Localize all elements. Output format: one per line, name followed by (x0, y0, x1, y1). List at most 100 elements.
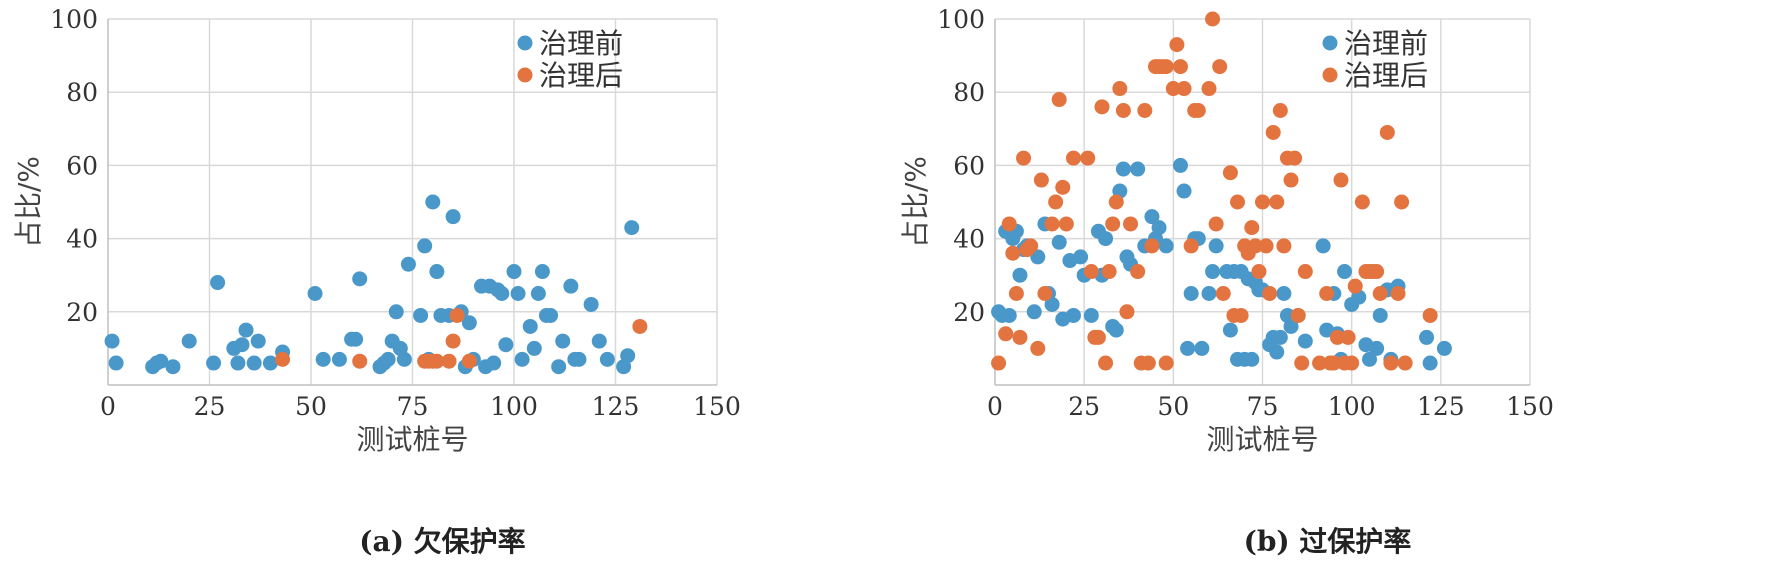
data-point (1290, 307, 1306, 323)
data-point (104, 333, 120, 349)
data-point (1008, 286, 1024, 301)
data-point (1265, 124, 1281, 140)
legend-marker (517, 35, 533, 51)
chart-b-plot: 0 25 50 75 100 125 150 20 40 60 80 100 测试桩号 占比/% 治理前治理… (899, 5, 1554, 456)
legend-label: 治理后 (1344, 59, 1428, 92)
data-point (632, 318, 648, 334)
data-point (1012, 329, 1028, 345)
data-point (380, 351, 396, 367)
x-tick-label: 25 (194, 392, 226, 421)
data-point (1283, 318, 1299, 334)
data-point (396, 351, 412, 367)
data-point (1319, 286, 1335, 301)
data-point (1333, 172, 1349, 188)
data-point (551, 359, 567, 375)
data-point (1255, 194, 1270, 210)
x-tick-label: 100 (490, 392, 538, 421)
data-point (1051, 92, 1067, 108)
data-point (1023, 238, 1039, 254)
x-tick-label: 125 (592, 392, 640, 421)
data-point (1130, 161, 1146, 177)
data-point (348, 331, 364, 347)
data-point (262, 355, 278, 371)
data-point (1297, 333, 1313, 349)
data-point (400, 256, 416, 272)
data-point (1037, 286, 1053, 301)
data-point (1090, 329, 1106, 345)
data-point (1397, 355, 1413, 371)
data-point (1283, 172, 1299, 188)
data-point (1269, 194, 1285, 210)
data-point (1151, 220, 1167, 236)
data-point (1208, 238, 1224, 254)
data-point (461, 315, 477, 331)
data-point (1083, 307, 1099, 323)
data-point (1055, 179, 1071, 195)
data-point (1115, 103, 1131, 118)
data-point (429, 264, 445, 280)
data-point (583, 296, 599, 312)
x-axis-title: 测试桩号 (1206, 423, 1318, 456)
data-point (1065, 307, 1081, 323)
data-point (1158, 59, 1174, 75)
data-point (1312, 355, 1328, 371)
series-after (275, 307, 648, 369)
data-point (1383, 355, 1399, 371)
data-point (1001, 216, 1017, 232)
x-tick-label: 75 (1247, 392, 1279, 421)
series-before (104, 194, 640, 375)
data-point (1030, 340, 1046, 356)
data-point (514, 351, 530, 367)
data-point (1315, 238, 1331, 254)
y-axis-title: 占比/% (899, 156, 932, 248)
x-tick-label: 150 (1506, 392, 1554, 421)
data-point (1033, 172, 1049, 188)
legend-label: 治理前 (539, 27, 623, 60)
data-point (599, 351, 615, 367)
series-before (991, 157, 1452, 371)
data-point (1208, 216, 1224, 232)
data-point (1172, 157, 1188, 173)
data-point (1165, 81, 1181, 97)
data-point (1101, 264, 1117, 280)
x-tick-label: 150 (693, 392, 741, 421)
data-point (1258, 238, 1274, 254)
data-point (591, 333, 607, 349)
data-point (307, 286, 323, 301)
data-point (624, 220, 640, 236)
data-point (1201, 81, 1217, 97)
data-point (238, 322, 254, 338)
data-point (1379, 124, 1395, 140)
data-point (1044, 296, 1060, 312)
data-point (1058, 216, 1074, 232)
data-point (506, 264, 522, 280)
data-point (1294, 355, 1310, 371)
chart-a-plot: 0 25 50 75 100 125 150 20 40 60 80 100 测试桩号 占比/% 治理前治理… (12, 5, 741, 456)
data-point (417, 238, 433, 254)
data-point (1190, 103, 1206, 118)
data-point (1422, 355, 1438, 371)
x-tick-label: 125 (1417, 392, 1465, 421)
y-tick-label: 80 (953, 78, 985, 107)
data-point (352, 353, 368, 369)
data-point (1123, 216, 1139, 232)
data-point (1272, 329, 1288, 345)
data-point (1372, 307, 1388, 323)
data-point (1051, 234, 1067, 250)
data-point (1044, 216, 1060, 232)
data-point (1369, 264, 1385, 280)
data-point (1347, 278, 1363, 294)
data-point (1422, 307, 1438, 323)
x-tick-label: 50 (1157, 392, 1189, 421)
data-point (165, 359, 181, 375)
x-tick-label: 0 (987, 392, 1003, 421)
data-point (234, 337, 250, 353)
data-point (1026, 304, 1042, 320)
legend-marker (517, 67, 533, 83)
data-point (1144, 209, 1160, 225)
data-point (1108, 322, 1124, 338)
data-point (486, 355, 502, 371)
series-after (991, 11, 1438, 371)
data-point (1247, 238, 1263, 254)
data-point (1329, 329, 1345, 345)
